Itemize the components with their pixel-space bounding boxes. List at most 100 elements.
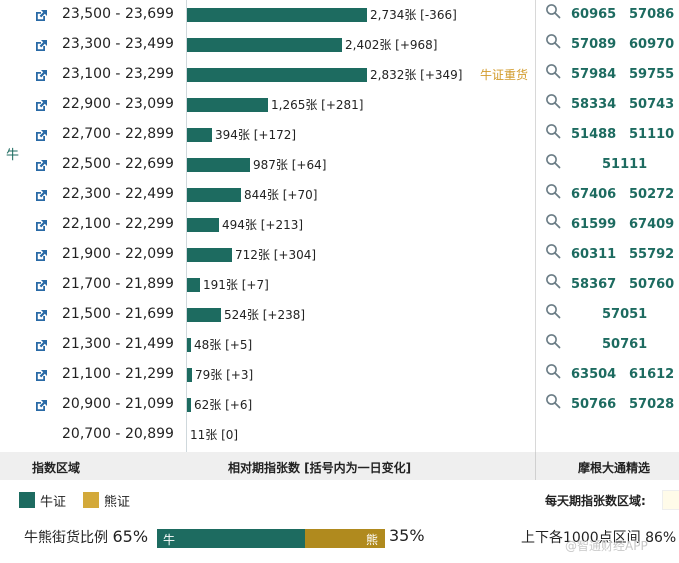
bull-ratio-bar-label: 牛 — [163, 533, 176, 547]
bear-ratio-bar — [305, 529, 385, 548]
contracts-bar — [187, 188, 241, 202]
column-separator — [535, 0, 536, 452]
warrant-code-link[interactable]: 61599 — [571, 217, 617, 232]
warrant-code-link[interactable]: 50761 — [602, 337, 648, 352]
index-range: 20,700 - 20,899 — [62, 426, 174, 442]
warrant-code-link[interactable]: 60311 — [571, 247, 617, 262]
external-link-icon[interactable] — [34, 128, 48, 142]
external-link-icon[interactable] — [34, 398, 48, 412]
warrant-code-link[interactable]: 60970 — [629, 37, 675, 52]
search-icon[interactable] — [545, 333, 561, 349]
contracts-label: 844张 [+70] — [244, 188, 318, 202]
table-row: 20,700 - 20,899 11张 [0] — [0, 420, 679, 450]
external-link-icon[interactable] — [34, 368, 48, 382]
index-range: 22,900 - 23,099 — [62, 96, 174, 112]
bear-legend-label: 熊证 — [104, 495, 131, 510]
index-range: 22,300 - 22,499 — [62, 186, 174, 202]
table-row: 20,900 - 21,099 62张 [+6] 50766 57028 — [0, 390, 679, 420]
table-row: 23,100 - 23,299 2,832张 [+349] 牛证重货 57984 597… — [0, 60, 679, 90]
warrant-code-link[interactable]: 51488 — [571, 127, 617, 142]
search-icon[interactable] — [545, 393, 561, 409]
contracts-bar — [187, 248, 232, 262]
index-range: 22,100 - 22,299 — [62, 216, 174, 232]
warrant-code-link[interactable]: 67409 — [629, 217, 675, 232]
search-icon[interactable] — [545, 213, 561, 229]
contracts-label: 987张 [+64] — [253, 158, 327, 172]
search-icon[interactable] — [545, 273, 561, 289]
warrant-code-link[interactable]: 59755 — [629, 67, 675, 82]
search-icon[interactable] — [545, 3, 561, 19]
warrant-code-link[interactable]: 51111 — [602, 157, 648, 172]
external-link-icon[interactable] — [34, 188, 48, 202]
table-row: 21,900 - 22,099 712张 [+304] 60311 55792 — [0, 240, 679, 270]
warrant-code-link[interactable]: 50760 — [629, 277, 675, 292]
index-range: 23,100 - 23,299 — [62, 66, 174, 82]
external-link-icon[interactable] — [34, 278, 48, 292]
contracts-label: 494张 [+213] — [222, 218, 304, 232]
bull-side-label: 牛 — [6, 148, 20, 163]
table-row: 22,700 - 22,899 394张 [+172] 51488 51110 — [0, 120, 679, 150]
contracts-bar — [187, 68, 367, 82]
index-range: 22,700 - 22,899 — [62, 126, 174, 142]
warrant-code-link[interactable]: 50272 — [629, 187, 675, 202]
header-separator — [535, 452, 536, 480]
warrant-code-link[interactable]: 50743 — [629, 97, 675, 112]
table-row: 22,100 - 22,299 494张 [+213] 61599 67409 — [0, 210, 679, 240]
external-link-icon[interactable] — [34, 218, 48, 232]
search-icon[interactable] — [545, 123, 561, 139]
contracts-label: 79张 [+3] — [195, 368, 254, 382]
warrant-code-link[interactable]: 57984 — [571, 67, 617, 82]
table-row: 21,500 - 21,699 524张 [+238] 57051 — [0, 300, 679, 330]
warrant-code-link[interactable]: 55792 — [629, 247, 675, 262]
search-icon[interactable] — [545, 93, 561, 109]
search-icon[interactable] — [545, 243, 561, 259]
warrant-code-link[interactable]: 58367 — [571, 277, 617, 292]
search-icon[interactable] — [545, 153, 561, 169]
search-icon[interactable] — [545, 33, 561, 49]
warrant-code-link[interactable]: 51110 — [629, 127, 675, 142]
search-icon[interactable] — [545, 303, 561, 319]
bear-legend-swatch — [83, 492, 99, 508]
contracts-label: 2,832张 [+349] — [370, 68, 463, 82]
external-link-icon[interactable] — [34, 248, 48, 262]
warrant-code-link[interactable]: 57051 — [602, 307, 648, 322]
header-jpm-picks: 摩根大通精选 — [578, 461, 651, 475]
warrant-code-link[interactable]: 57089 — [571, 37, 617, 52]
warrant-code-link[interactable]: 57028 — [629, 397, 675, 412]
bull-ratio-bar — [157, 529, 305, 548]
table-row: 21,100 - 21,299 79张 [+3] 63504 61612 — [0, 360, 679, 390]
zone-legend-swatch — [662, 490, 679, 510]
range-ratio-text: 上下各1000点区间 86% — [521, 530, 677, 546]
search-icon[interactable] — [545, 363, 561, 379]
search-icon[interactable] — [545, 63, 561, 79]
warrant-code-link[interactable]: 57086 — [629, 7, 675, 22]
search-icon[interactable] — [545, 183, 561, 199]
external-link-icon[interactable] — [34, 308, 48, 322]
warrant-code-link[interactable]: 58334 — [571, 97, 617, 112]
warrant-code-link[interactable]: 50766 — [571, 397, 617, 412]
external-link-icon[interactable] — [34, 338, 48, 352]
contracts-bar — [187, 158, 250, 172]
external-link-icon[interactable] — [34, 38, 48, 52]
warrant-code-link[interactable]: 61612 — [629, 367, 675, 382]
index-range: 21,700 - 21,899 — [62, 276, 174, 292]
table-row: 22,500 - 22,699 987张 [+64] 51111 — [0, 150, 679, 180]
table-row: 21,700 - 21,899 191张 [+7] 58367 50760 — [0, 270, 679, 300]
header-relative-contracts: 相对期指张数 [括号内为一日变化] — [228, 461, 412, 475]
contracts-bar — [187, 278, 200, 292]
table-row: 23,300 - 23,499 2,402张 [+968] 57089 60970 — [0, 30, 679, 60]
contracts-label: 394张 [+172] — [215, 128, 297, 142]
table-header: 指数区域 相对期指张数 [括号内为一日变化] 摩根大通精选 — [0, 452, 679, 480]
warrant-code-link[interactable]: 67406 — [571, 187, 617, 202]
external-link-icon[interactable] — [34, 98, 48, 112]
contracts-label: 191张 [+7] — [203, 278, 269, 292]
index-range: 22,500 - 22,699 — [62, 156, 174, 172]
warrant-code-link[interactable]: 60965 — [571, 7, 617, 22]
contracts-label: 48张 [+5] — [194, 338, 253, 352]
external-link-icon[interactable] — [34, 158, 48, 172]
warrant-code-link[interactable]: 63504 — [571, 367, 617, 382]
contracts-label: 62张 [+6] — [194, 398, 253, 412]
external-link-icon[interactable] — [34, 68, 48, 82]
contracts-bar — [187, 368, 192, 382]
external-link-icon[interactable] — [34, 8, 48, 22]
